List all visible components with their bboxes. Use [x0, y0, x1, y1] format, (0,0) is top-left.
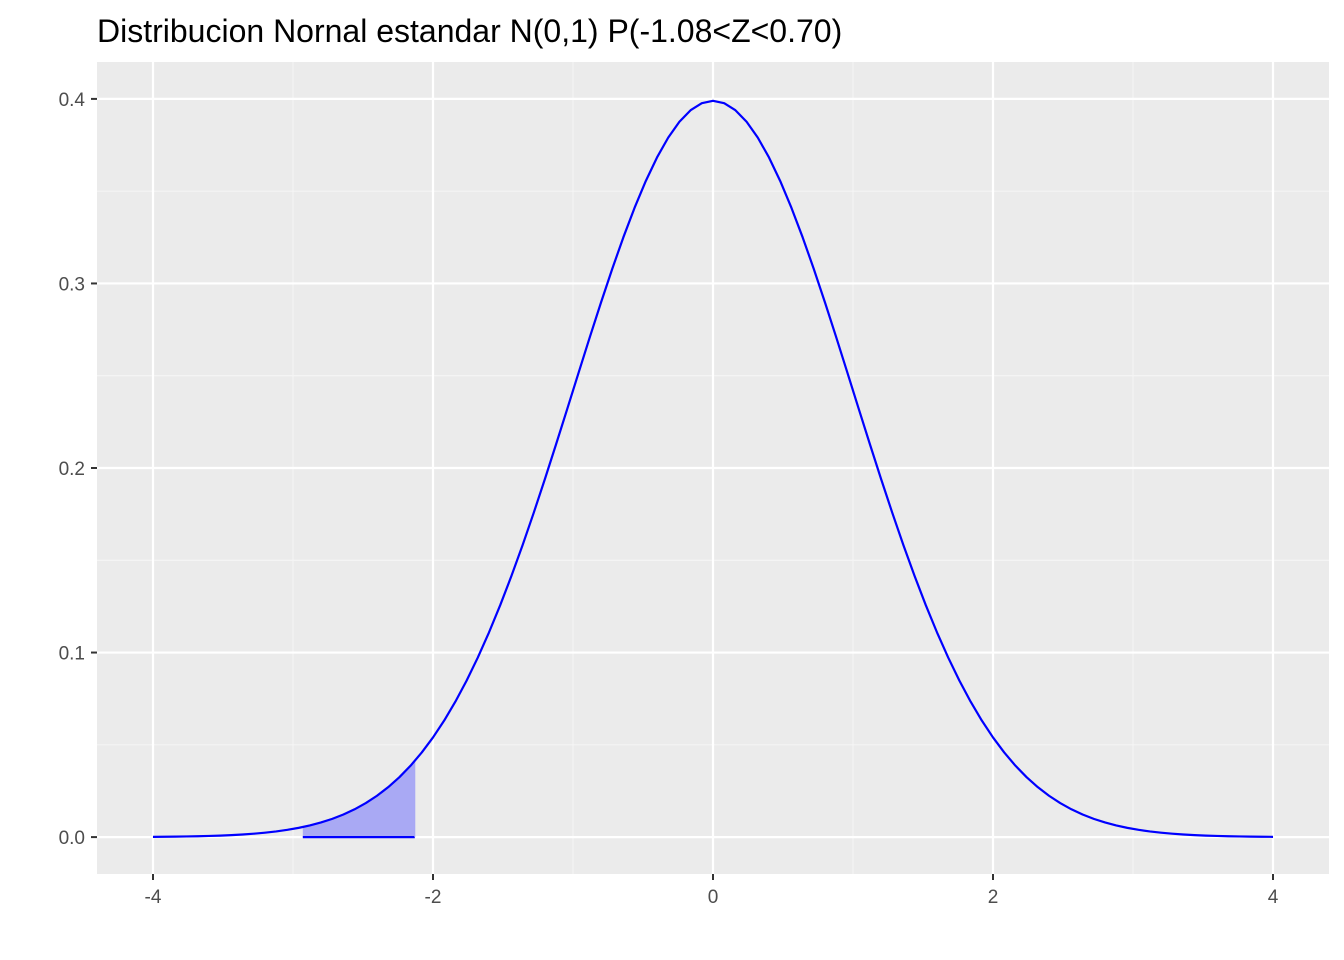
y-tick-label: 0.4 — [59, 90, 86, 111]
y-tick-label: 0.1 — [59, 644, 85, 665]
y-axis: 0.0 0.1 0.2 0.3 0.4 — [59, 90, 97, 849]
x-tick-label: 2 — [988, 887, 999, 908]
y-tick-label: 0.2 — [59, 459, 85, 480]
x-tick-label: -2 — [425, 887, 442, 908]
x-axis: -4 -2 0 2 4 — [145, 874, 1279, 908]
series-layer — [152, 99, 1274, 839]
y-tick-label: 0.3 — [59, 274, 85, 295]
y-tick-label: 0.0 — [59, 828, 85, 849]
x-tick-label: 0 — [708, 887, 719, 908]
shaded-area — [302, 760, 415, 838]
density-curve — [152, 99, 1274, 838]
x-tick-label: -4 — [145, 887, 162, 908]
chart-title: Distribucion Nornal estandar N(0,1) P(-1… — [97, 13, 842, 49]
x-tick-label: 4 — [1268, 887, 1279, 908]
